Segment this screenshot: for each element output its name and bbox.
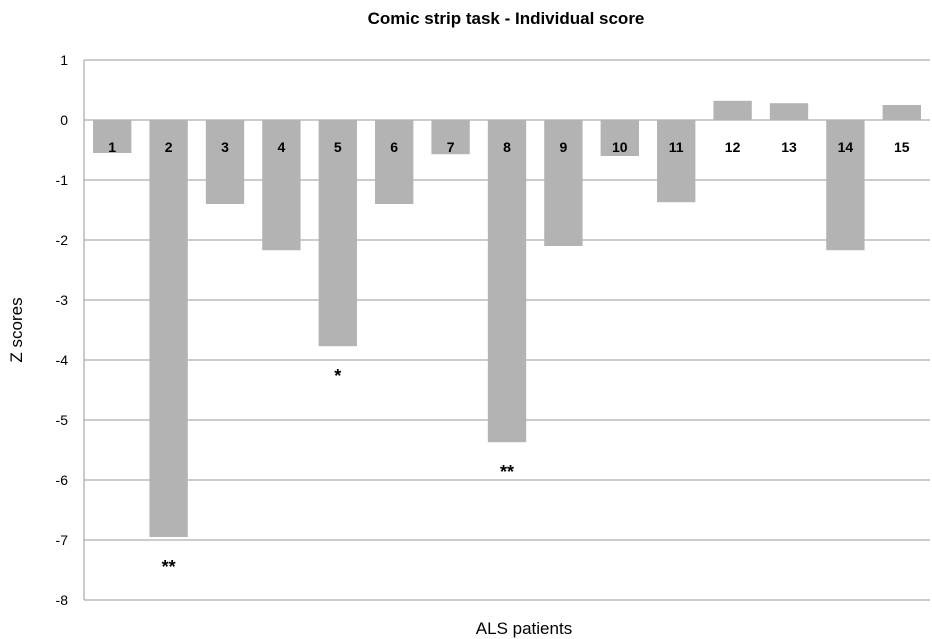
y-tick-label: -5 (56, 412, 69, 428)
bar (657, 120, 696, 203)
bar (769, 103, 809, 120)
bar (262, 120, 301, 251)
chart-title: Comic strip task - Individual score (368, 9, 645, 28)
bars (93, 100, 921, 537)
category-label: 1 (108, 139, 116, 155)
category-label: 5 (334, 139, 342, 155)
bar (205, 120, 245, 204)
bar (487, 120, 527, 443)
y-tick-labels: 1 0 -1 -2 -3 -4 -5 -6 -7 -8 (56, 52, 69, 608)
bar (600, 120, 639, 156)
bar (826, 120, 865, 251)
bar (431, 120, 470, 155)
category-label: 10 (612, 139, 628, 155)
category-label: 8 (503, 139, 511, 155)
category-label: 7 (447, 139, 455, 155)
y-tick-label: -4 (56, 352, 69, 368)
category-label: 11 (669, 139, 684, 155)
y-axis-label: Z scores (7, 297, 26, 362)
category-label: 2 (165, 139, 173, 155)
y-tick-label: 1 (60, 52, 68, 68)
y-tick-label: -7 (56, 532, 69, 548)
category-label: 9 (560, 139, 568, 155)
bar (149, 120, 188, 537)
x-axis-label: ALS patients (476, 619, 572, 638)
y-tick-label: -6 (56, 472, 69, 488)
bar (375, 120, 414, 204)
category-labels: 1 2 3 4 5 6 7 8 9 10 11 12 13 14 15 (108, 139, 909, 155)
significance-marker: * (334, 366, 341, 386)
significance-marker: ** (162, 557, 176, 577)
bar (318, 120, 357, 347)
bar (713, 100, 752, 120)
category-label: 12 (725, 139, 741, 155)
category-label: 6 (390, 139, 398, 155)
bar (882, 105, 921, 120)
y-tick-label: -8 (56, 592, 69, 608)
significance-annotations: ***** (162, 366, 514, 577)
y-tick-label: -1 (56, 172, 69, 188)
y-tick-label: 0 (60, 112, 68, 128)
category-label: 3 (221, 139, 229, 155)
category-label: 15 (894, 139, 910, 155)
category-label: 4 (278, 139, 286, 155)
bar (93, 120, 132, 153)
y-tick-label: -2 (56, 232, 69, 248)
bar (544, 120, 583, 246)
category-label: 13 (781, 139, 797, 155)
y-tick-label: -3 (56, 292, 69, 308)
category-label: 14 (838, 139, 854, 155)
significance-marker: ** (500, 462, 514, 482)
